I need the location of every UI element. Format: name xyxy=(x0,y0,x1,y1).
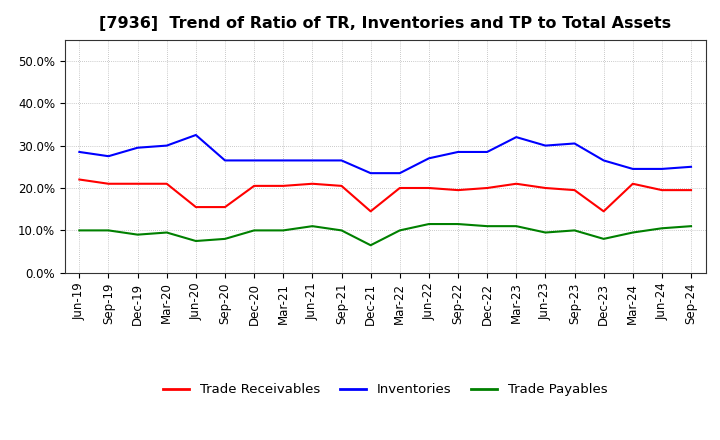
Trade Payables xyxy=(192,238,200,244)
Legend: Trade Receivables, Inventories, Trade Payables: Trade Receivables, Inventories, Trade Pa… xyxy=(158,378,613,401)
Inventories xyxy=(279,158,287,163)
Trade Receivables xyxy=(163,181,171,187)
Inventories xyxy=(425,156,433,161)
Inventories xyxy=(133,145,142,150)
Trade Receivables xyxy=(425,185,433,191)
Trade Payables xyxy=(75,228,84,233)
Inventories xyxy=(163,143,171,148)
Inventories xyxy=(192,132,200,138)
Inventories xyxy=(570,141,579,146)
Trade Payables xyxy=(512,224,521,229)
Trade Receivables xyxy=(570,187,579,193)
Trade Payables xyxy=(279,228,287,233)
Inventories xyxy=(395,171,404,176)
Trade Receivables xyxy=(308,181,317,187)
Trade Payables xyxy=(599,236,608,242)
Trade Receivables xyxy=(133,181,142,187)
Inventories xyxy=(104,154,113,159)
Trade Receivables xyxy=(395,185,404,191)
Trade Receivables xyxy=(220,205,229,210)
Line: Trade Payables: Trade Payables xyxy=(79,224,691,245)
Inventories xyxy=(541,143,550,148)
Trade Receivables xyxy=(599,209,608,214)
Trade Receivables xyxy=(279,183,287,188)
Inventories xyxy=(483,149,492,154)
Trade Payables xyxy=(308,224,317,229)
Trade Payables xyxy=(483,224,492,229)
Inventories xyxy=(308,158,317,163)
Trade Receivables xyxy=(512,181,521,187)
Trade Payables xyxy=(454,221,462,227)
Trade Receivables xyxy=(366,209,375,214)
Inventories xyxy=(599,158,608,163)
Trade Payables xyxy=(337,228,346,233)
Trade Payables xyxy=(133,232,142,237)
Title: [7936]  Trend of Ratio of TR, Inventories and TP to Total Assets: [7936] Trend of Ratio of TR, Inventories… xyxy=(99,16,671,32)
Trade Payables xyxy=(657,226,666,231)
Trade Payables xyxy=(366,242,375,248)
Trade Receivables xyxy=(687,187,696,193)
Trade Payables xyxy=(250,228,258,233)
Trade Receivables xyxy=(483,185,492,191)
Trade Receivables xyxy=(541,185,550,191)
Trade Receivables xyxy=(192,205,200,210)
Trade Receivables xyxy=(454,187,462,193)
Trade Payables xyxy=(163,230,171,235)
Trade Receivables xyxy=(75,177,84,182)
Trade Payables xyxy=(425,221,433,227)
Trade Receivables xyxy=(104,181,113,187)
Trade Receivables xyxy=(657,187,666,193)
Inventories xyxy=(657,166,666,172)
Inventories xyxy=(366,171,375,176)
Inventories xyxy=(337,158,346,163)
Inventories xyxy=(250,158,258,163)
Trade Payables xyxy=(220,236,229,242)
Trade Payables xyxy=(629,230,637,235)
Trade Receivables xyxy=(337,183,346,188)
Trade Payables xyxy=(570,228,579,233)
Inventories xyxy=(687,164,696,169)
Line: Trade Receivables: Trade Receivables xyxy=(79,180,691,211)
Inventories xyxy=(629,166,637,172)
Inventories xyxy=(512,135,521,140)
Trade Payables xyxy=(104,228,113,233)
Trade Payables xyxy=(395,228,404,233)
Inventories xyxy=(220,158,229,163)
Trade Receivables xyxy=(250,183,258,188)
Trade Receivables xyxy=(629,181,637,187)
Trade Payables xyxy=(541,230,550,235)
Line: Inventories: Inventories xyxy=(79,135,691,173)
Inventories xyxy=(454,149,462,154)
Inventories xyxy=(75,149,84,154)
Trade Payables xyxy=(687,224,696,229)
